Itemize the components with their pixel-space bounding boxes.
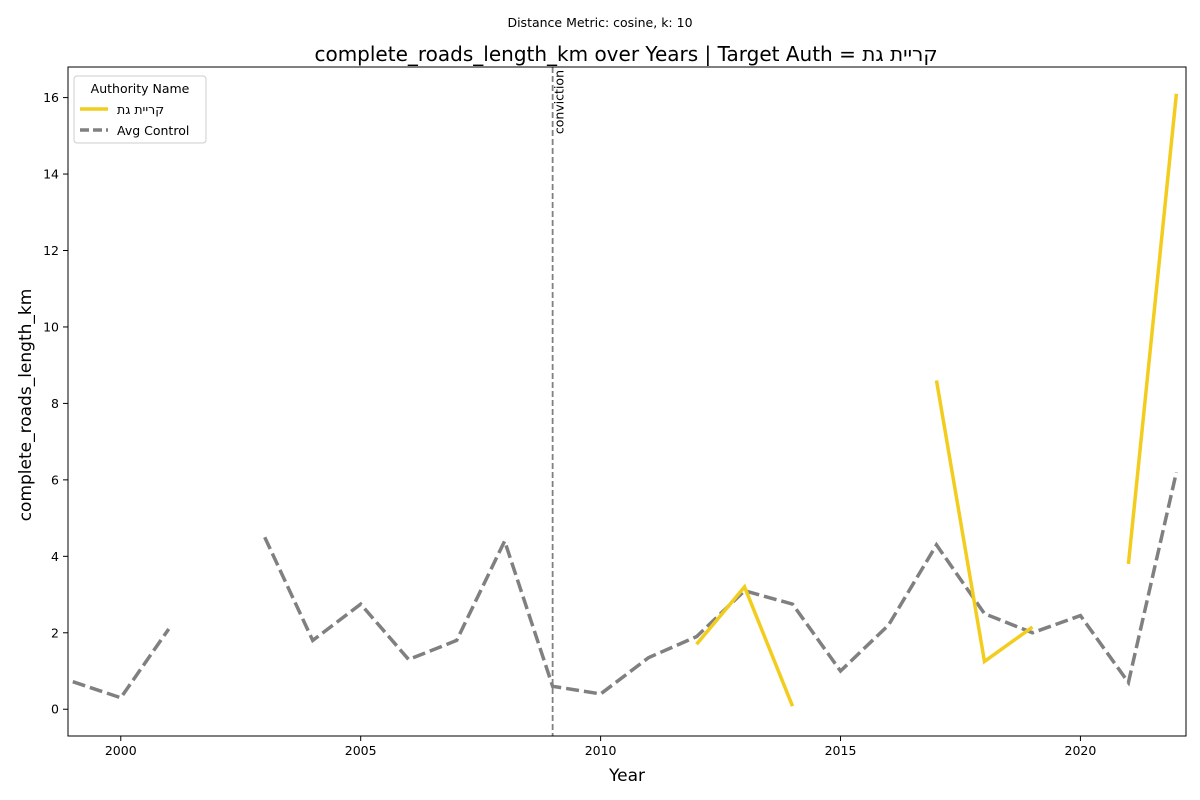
y-axis-ticks: 0 2 4 6 8 10 12 14 16 <box>43 90 68 717</box>
series-line-segment <box>72 627 171 700</box>
y-tick-label: 4 <box>51 549 59 564</box>
x-tick-label: 2000 <box>105 743 137 758</box>
x-axis-ticks: 2000 2005 2010 2015 2020 <box>105 736 1097 758</box>
legend-title: Authority Name <box>91 81 190 96</box>
series-line-segment <box>695 583 795 707</box>
y-axis-label: complete_roads_length_km <box>16 289 36 522</box>
y-tick-label: 14 <box>43 167 59 182</box>
series-line-segment <box>1126 93 1179 565</box>
y-tick-label: 8 <box>51 396 59 411</box>
x-tick-label: 2020 <box>1065 743 1097 758</box>
axes-frame <box>67 66 1187 737</box>
y-tick-label: 6 <box>51 472 59 487</box>
legend-label-avg-control: Avg Control <box>117 123 189 138</box>
legend: Authority Name קריית גת Avg Control <box>73 75 207 144</box>
series-avg-control <box>72 471 1179 700</box>
series-line-segment <box>263 471 1179 696</box>
y-tick-label: 2 <box>51 625 59 640</box>
y-tick-label: 10 <box>43 319 59 334</box>
x-tick-label: 2010 <box>585 743 617 758</box>
x-axis-label: Year <box>608 766 645 786</box>
conviction-label: conviction <box>552 70 567 134</box>
y-tick-label: 0 <box>51 702 59 717</box>
chart-title: complete_roads_length_km over Years | Ta… <box>314 42 937 66</box>
y-tick-label: 16 <box>43 90 59 105</box>
x-tick-label: 2005 <box>345 743 377 758</box>
x-tick-label: 2015 <box>825 743 857 758</box>
plot-area: conviction <box>72 67 1179 736</box>
series-line-segment <box>934 380 1034 665</box>
legend-box <box>73 75 207 144</box>
series-target <box>695 93 1179 707</box>
y-tick-label: 12 <box>43 243 59 258</box>
legend-label-target: קריית גת <box>117 102 164 117</box>
suptitle: Distance Metric: cosine, k: 10 <box>507 15 692 30</box>
